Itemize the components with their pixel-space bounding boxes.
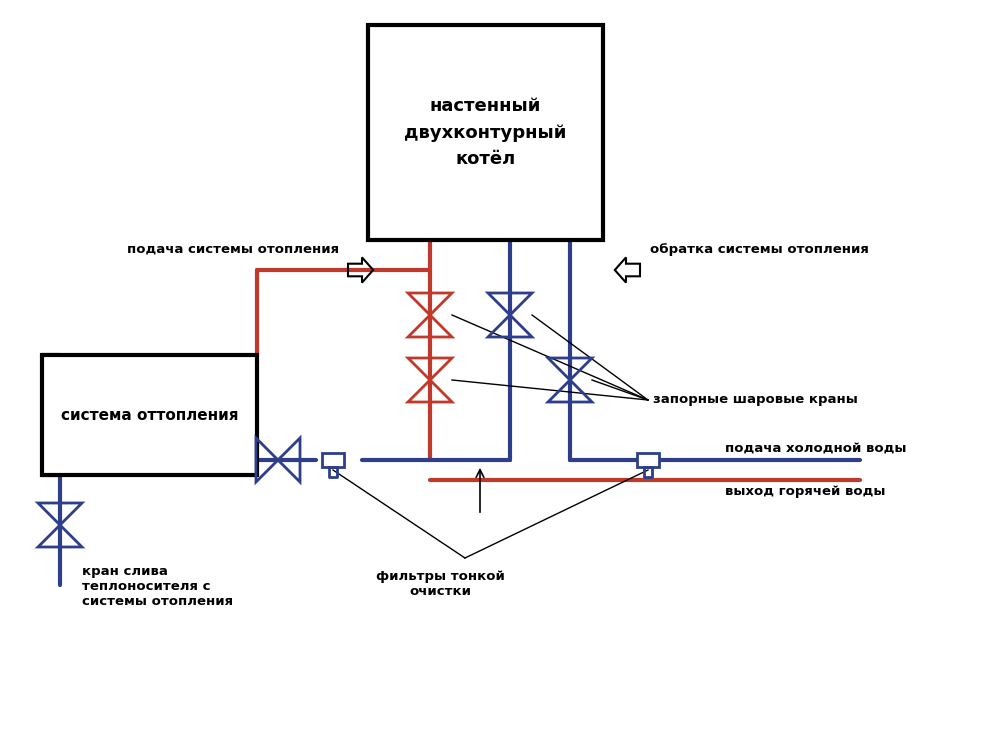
Text: обратка системы отопления: обратка системы отопления <box>650 243 869 256</box>
Text: настенный
двухконтурный
котёл: настенный двухконтурный котёл <box>405 97 567 168</box>
Text: система оттопления: система оттопления <box>60 407 238 422</box>
Bar <box>637 453 659 467</box>
Bar <box>322 453 344 467</box>
Text: фильтры тонкой
очистки: фильтры тонкой очистки <box>376 570 504 598</box>
Text: подача системы отопления: подача системы отопления <box>127 243 339 256</box>
Text: запорные шаровые краны: запорные шаровые краны <box>653 394 857 406</box>
Text: кран слива
теплоносителя с
системы отопления: кран слива теплоносителя с системы отопл… <box>82 565 233 608</box>
Bar <box>42 355 257 475</box>
Text: подача холодной воды: подача холодной воды <box>725 442 907 455</box>
Text: выход горячей воды: выход горячей воды <box>725 485 885 498</box>
Bar <box>368 25 603 240</box>
